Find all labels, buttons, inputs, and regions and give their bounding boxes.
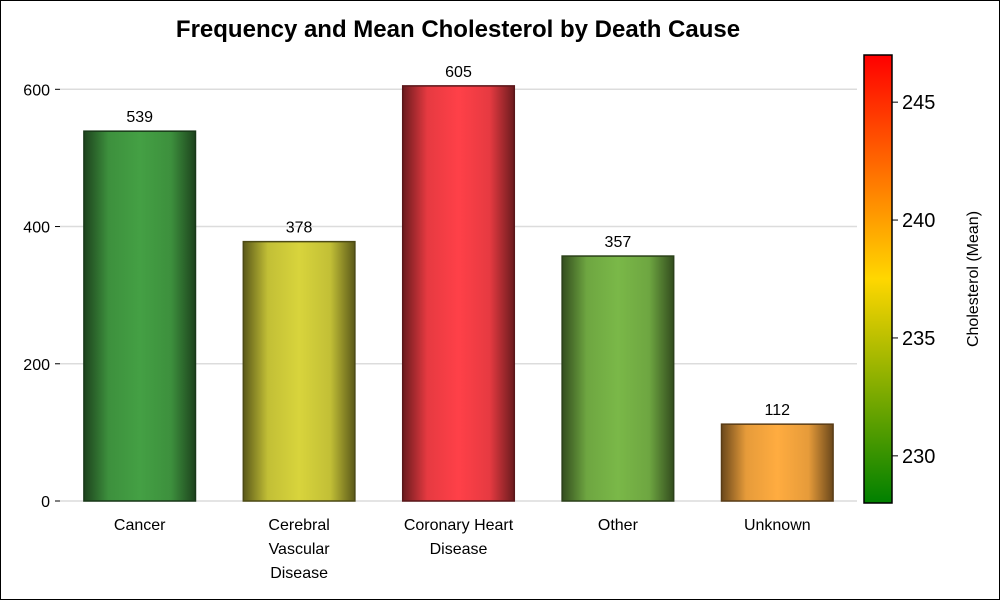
bar <box>401 85 516 502</box>
x-tick-label: Unknown <box>744 517 811 534</box>
y-axis: 0 200 400 600 <box>23 82 60 511</box>
colorbar-label: Cholesterol (Mean) <box>965 211 982 347</box>
x-tick-label: Cancer <box>114 517 166 534</box>
x-tick-label: Cerebral Vascular Disease <box>268 517 330 582</box>
bar <box>561 255 675 502</box>
data-label: 539 <box>126 109 153 126</box>
colorbar-tick-label: 235 <box>902 328 935 350</box>
bar <box>242 240 356 502</box>
x-tick-label: Other <box>598 517 639 534</box>
data-labels: 539 378 605 357 112 <box>126 64 790 419</box>
bar <box>83 130 197 502</box>
x-tick-label: Coronary Heart Disease <box>404 517 514 558</box>
colorbar-tick-label: 230 <box>902 446 935 468</box>
colorbar-tick-label: 240 <box>902 210 935 232</box>
data-label: 357 <box>605 234 632 251</box>
x-axis: Cancer Cerebral Vascular Disease Coronary He… <box>114 517 811 582</box>
y-tick-label: 200 <box>23 357 50 374</box>
bars <box>83 85 834 502</box>
chart-title: Frequency and Mean Cholesterol by Death … <box>175 16 741 43</box>
y-tick-label: 600 <box>23 82 50 99</box>
colorbar-tick-label: 245 <box>902 92 935 114</box>
data-label: 605 <box>445 64 472 81</box>
colorbar-ramp <box>863 54 893 504</box>
colorbar: 230 235 240 245 Cholesterol (Mean) <box>863 54 982 504</box>
y-tick-label: 0 <box>41 494 50 511</box>
bar <box>720 423 834 502</box>
y-tick-label: 400 <box>23 220 50 237</box>
data-label: 112 <box>765 402 791 419</box>
data-label: 378 <box>286 220 313 237</box>
